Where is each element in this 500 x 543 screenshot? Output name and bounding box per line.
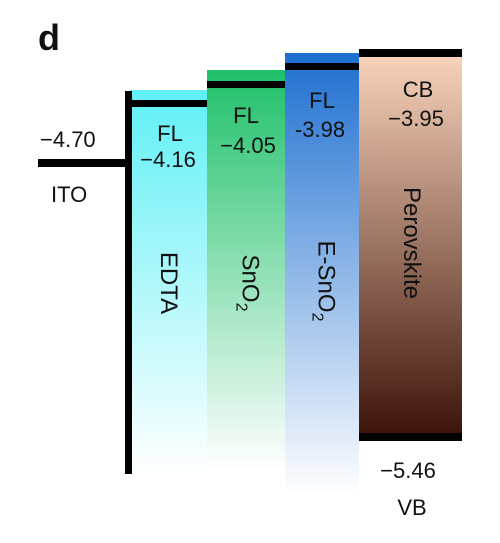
perovskite-cb-label: CB: [402, 77, 434, 102]
edta-fl-label: FL: [157, 121, 183, 146]
sno2-fl-value: −4.05: [220, 133, 276, 158]
esno2-band: [285, 53, 359, 495]
perovskite-vb-label: VB: [397, 495, 427, 520]
esno2-fermi-level-line: [285, 63, 359, 70]
sno2-band: [207, 70, 285, 470]
esno2-label-subscript: 2: [308, 312, 326, 322]
ito-label: ITO: [51, 182, 88, 207]
sno2-label-subscript: 2: [232, 302, 250, 312]
sno2-fermi-level-line: [207, 81, 285, 88]
perovskite-cb-value: −3.95: [388, 106, 444, 131]
esno2-label-text: E-SnO: [312, 240, 340, 313]
perovskite-vb-line: [359, 433, 462, 441]
perovskite-label: Perovskite: [398, 186, 425, 300]
edta-fl-value: −4.16: [140, 147, 196, 172]
edta-label: EDTA: [155, 251, 182, 315]
edta-band: [130, 90, 208, 475]
ito-level-line: [38, 159, 128, 167]
perovskite-band: [359, 50, 462, 438]
perovskite-cb-line: [359, 49, 462, 57]
perovskite-vb-value: −5.46: [380, 458, 436, 483]
sno2-label: SnO2: [228, 254, 264, 312]
esno2-fl-label: FL: [309, 88, 335, 113]
panel-label: d: [38, 17, 60, 58]
esno2-fl-value: -3.98: [294, 117, 346, 142]
ito-value: −4.70: [40, 127, 96, 152]
sno2-label-text: SnO: [236, 254, 264, 303]
edta-fermi-level-line: [130, 100, 208, 107]
sno2-fl-label: FL: [233, 103, 259, 128]
esno2-label: E-SnO2: [304, 240, 340, 322]
edta-left-edge-line: [125, 91, 132, 474]
